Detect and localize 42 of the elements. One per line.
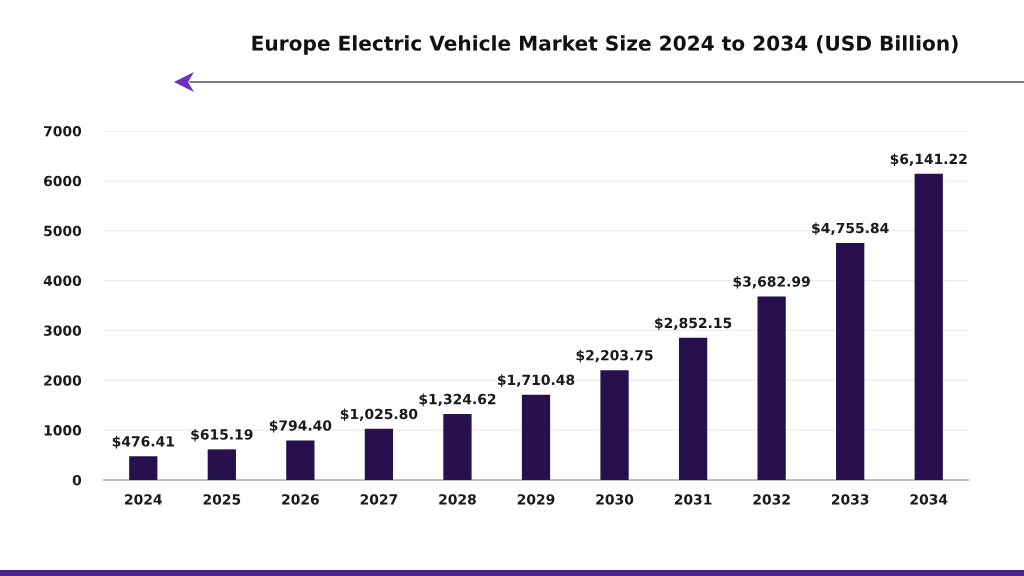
y-tick-label: 4000: [43, 275, 82, 287]
bar: [757, 296, 786, 480]
x-tick-label: 2030: [596, 494, 634, 505]
y-tick-label: 7000: [44, 125, 82, 137]
bar: [129, 456, 158, 480]
x-tick-label: 2031: [674, 494, 712, 505]
bar: [521, 394, 551, 480]
x-tick-label: 2028: [439, 494, 476, 505]
data-label: $2,203.75: [576, 349, 653, 363]
data-label: $2,852.15: [655, 317, 732, 331]
bar: [364, 428, 394, 480]
bar: [207, 449, 236, 480]
y-tick-label: 1000: [44, 425, 82, 436]
data-label: $6,141.22: [890, 153, 967, 167]
bar: [286, 440, 315, 480]
x-tick-label: 2027: [360, 494, 398, 505]
chart-title: Europe Electric Vehicle Market Size 2024 to 2034 (USD Billion): [252, 35, 958, 55]
y-tick-label: 5000: [44, 225, 82, 237]
x-tick-label: 2034: [910, 494, 948, 505]
y-tick-label: 2000: [44, 375, 82, 386]
bar: [678, 337, 708, 480]
data-label: $794.40: [269, 420, 332, 433]
data-label: $476.41: [112, 435, 174, 449]
x-tick-label: 2033: [831, 494, 869, 505]
bar: [836, 242, 865, 480]
data-label: $1,025.80: [340, 408, 418, 422]
x-tick-label: 2026: [282, 494, 319, 505]
y-tick-label: 0: [72, 474, 82, 486]
data-label: $3,682.99: [733, 275, 810, 289]
bar: [443, 413, 472, 480]
bar: [914, 173, 943, 480]
x-tick-label: 2029: [517, 494, 555, 505]
x-tick-label: 2024: [125, 494, 162, 505]
data-label: $4,755.84: [812, 222, 889, 236]
data-label: $1,710.48: [497, 374, 575, 387]
data-label: $615.19: [191, 428, 253, 442]
x-tick-label: 2025: [203, 494, 241, 505]
data-label: $1,324.62: [419, 393, 496, 407]
bar: [600, 370, 629, 480]
y-tick-label: 6000: [43, 175, 82, 187]
x-tick-label: 2032: [753, 494, 790, 505]
y-tick-label: 3000: [44, 325, 82, 336]
